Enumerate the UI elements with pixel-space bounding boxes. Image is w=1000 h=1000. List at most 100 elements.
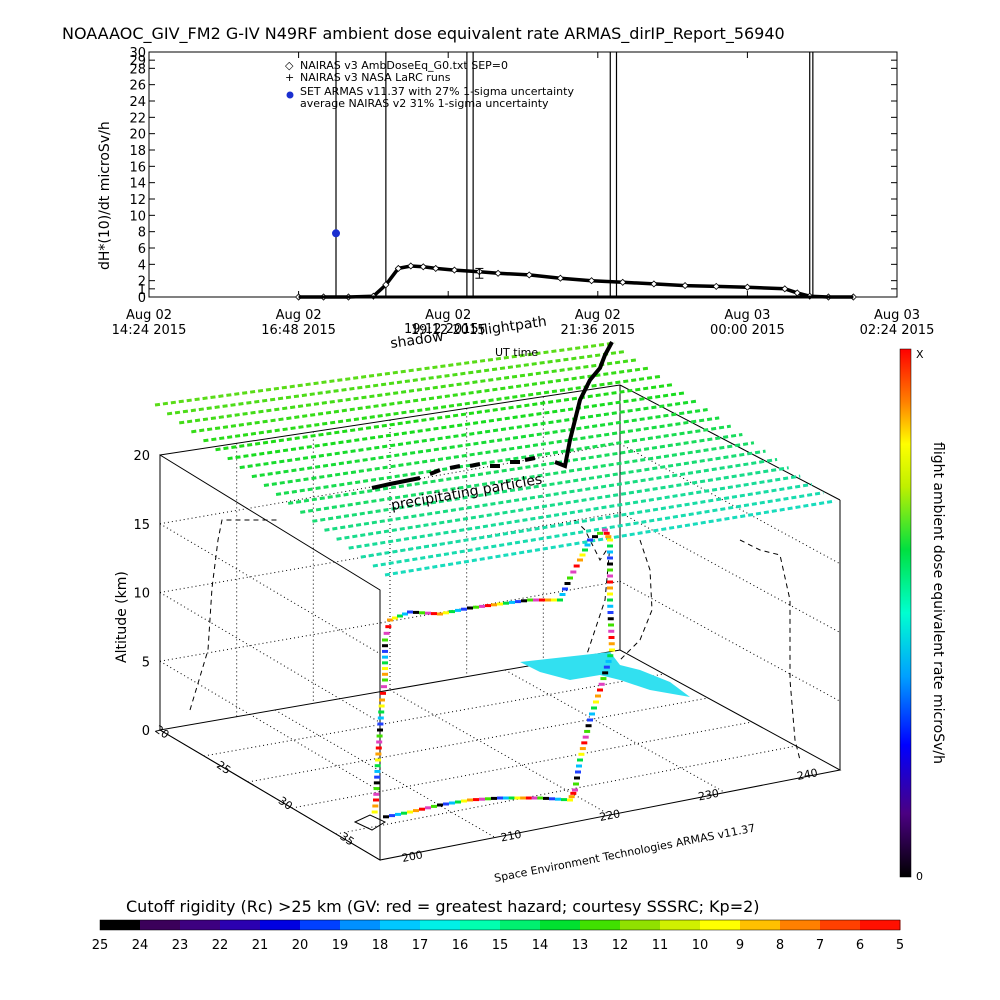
track-point <box>373 798 379 802</box>
colorbar-tick-label: 15 <box>492 938 509 953</box>
credit-label: Space Environment Technologies ARMAS v11… <box>493 822 756 885</box>
colorbar-tick-label: 19 <box>332 938 349 953</box>
track-point <box>537 796 543 800</box>
x-tick-time: 14:24 2015 <box>112 323 187 338</box>
track-point <box>577 558 583 562</box>
colorbar-tick-label: 9 <box>736 938 744 953</box>
track-point <box>375 746 382 750</box>
colorbar-tick-label: 25 <box>92 938 109 953</box>
rigidity-colorbar-label: Cutoff rigidity (Rc) >25 km (GV: red = g… <box>126 897 760 916</box>
track-point <box>607 568 613 572</box>
colorbar-cell <box>580 920 621 930</box>
colorbar-cell <box>340 920 381 930</box>
series-point-nairas <box>432 264 440 272</box>
chart-title: NOAAAOC_GIV_FM2 G-IV N49RF ambient dose … <box>62 24 785 44</box>
mesh-row <box>251 408 708 479</box>
rigidity-colorbar: Cutoff rigidity (Rc) >25 km (GV: red = g… <box>92 897 904 953</box>
series-point-nairas <box>525 271 533 279</box>
mesh-row <box>166 349 627 416</box>
track-point <box>549 797 555 801</box>
track-point <box>579 553 586 557</box>
track-point <box>382 667 388 671</box>
track-point <box>407 810 413 814</box>
mesh-row <box>227 391 685 461</box>
track-point <box>413 610 419 614</box>
colorbar-tick-label: 11 <box>652 938 669 953</box>
y-tick-label: 24 <box>129 95 146 110</box>
colorbar-cell <box>260 920 301 930</box>
track-point <box>455 608 461 612</box>
mesh-row <box>324 457 778 532</box>
track-point <box>431 612 437 616</box>
x-tick-day: Aug 03 <box>724 308 770 323</box>
colorbar-tick-label: 18 <box>372 938 389 953</box>
x-tick-day: Aug 02 <box>575 308 621 323</box>
latitude-tick-label: 30 <box>276 794 295 813</box>
track-point <box>387 618 393 622</box>
track-point <box>382 649 388 653</box>
track-point <box>561 798 567 802</box>
track-point <box>570 791 577 795</box>
track-point <box>497 602 503 606</box>
y-tick-label: 20 <box>129 128 146 143</box>
track-point <box>578 752 585 756</box>
track-point <box>607 604 614 608</box>
colorbar-cell <box>220 920 261 930</box>
y-tick-label: 0 <box>138 291 146 306</box>
track-point <box>551 598 557 602</box>
legend: ◇ NAIRAS v3 AmbDoseEq_G0.txt SEP=0 + NAI… <box>285 59 574 110</box>
track-point <box>497 796 503 800</box>
track-point <box>584 543 591 547</box>
flight-track <box>371 528 615 819</box>
y-tick-label: 1 <box>138 283 146 298</box>
series-point-nairas <box>382 281 390 289</box>
shadow-label: shadow <box>389 329 444 352</box>
y-tick-label: 26 <box>129 79 146 94</box>
track-point <box>608 642 615 646</box>
track-point <box>585 724 592 728</box>
track-point <box>491 796 497 800</box>
track-point <box>581 741 588 745</box>
track-point <box>562 587 568 591</box>
series-point-nairas <box>743 283 751 291</box>
track-point <box>389 814 395 818</box>
rigidity-region <box>520 652 690 697</box>
mesh-row <box>191 366 650 434</box>
colorbar-cell <box>300 920 341 930</box>
track-point <box>570 570 577 574</box>
track-point <box>419 611 425 615</box>
y-tick-label: 14 <box>129 177 146 192</box>
track-point <box>564 582 571 585</box>
track-point <box>375 752 382 756</box>
floor-grid-line <box>389 689 611 816</box>
track-point <box>407 610 413 614</box>
series-point-nairas <box>793 289 801 297</box>
legend-label-armas: SET ARMAS v11.37 with 27% 1-sigma uncert… <box>300 85 574 98</box>
track-point <box>372 804 379 808</box>
track-point <box>572 788 578 792</box>
track-point <box>597 688 603 692</box>
track-point <box>582 735 589 739</box>
x-tick-day: Aug 02 <box>126 308 172 323</box>
rigidity-colorbar-cells <box>99 919 901 931</box>
y-tick-label: 28 <box>129 62 146 77</box>
wall-grid <box>159 396 841 838</box>
y-tick-label: 6 <box>138 242 146 257</box>
track-point <box>584 729 591 733</box>
track-point <box>573 564 580 568</box>
mesh-row <box>239 399 697 470</box>
track-point <box>371 810 378 814</box>
series-point-nairas <box>681 282 689 290</box>
latitude-tick-label: 35 <box>338 830 357 849</box>
colorbar-cell <box>380 920 421 930</box>
track-point <box>607 611 614 614</box>
track-point <box>376 734 383 738</box>
longitude-tick-label: 240 <box>796 766 819 783</box>
track-point <box>382 672 388 676</box>
track-point <box>401 811 407 815</box>
track-point <box>521 599 527 603</box>
track-point <box>608 629 615 633</box>
